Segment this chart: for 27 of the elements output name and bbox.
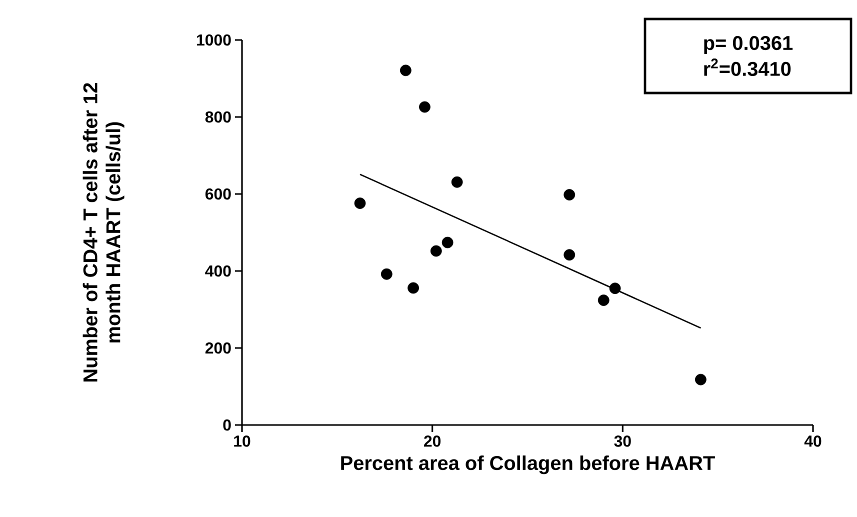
x-tick-label: 20 — [424, 436, 441, 447]
point — [442, 236, 454, 248]
y-tick-label: 1000 — [197, 34, 231, 46]
point — [408, 282, 419, 294]
point — [419, 101, 430, 113]
point — [564, 249, 576, 261]
point — [354, 198, 366, 209]
point — [609, 282, 621, 294]
point — [400, 64, 412, 76]
point — [451, 176, 463, 188]
point — [695, 374, 706, 386]
y-tick-label: 600 — [205, 188, 231, 200]
x-tick-label: 30 — [614, 436, 631, 447]
x-axis-title: Percent area of Collagen before HAART — [341, 455, 715, 474]
y-tick-label: 400 — [205, 265, 231, 277]
y-tick-label: 0 — [223, 419, 231, 431]
annotation: r$^{2}$=0.3410 — [704, 58, 791, 76]
point — [380, 268, 392, 280]
y-axis-title: Number of CD4+ T cells after 12 month HAART (cells/ul) — [82, 83, 124, 382]
annotation: p= 0.0361 — [704, 36, 793, 54]
point — [564, 189, 576, 200]
y-tick-label: 200 — [205, 342, 231, 354]
x-tick-label: 10 — [234, 436, 250, 447]
x-tick-label: 40 — [804, 436, 822, 447]
y-tick-label: 800 — [205, 111, 231, 123]
point — [598, 294, 610, 306]
point — [430, 245, 442, 257]
